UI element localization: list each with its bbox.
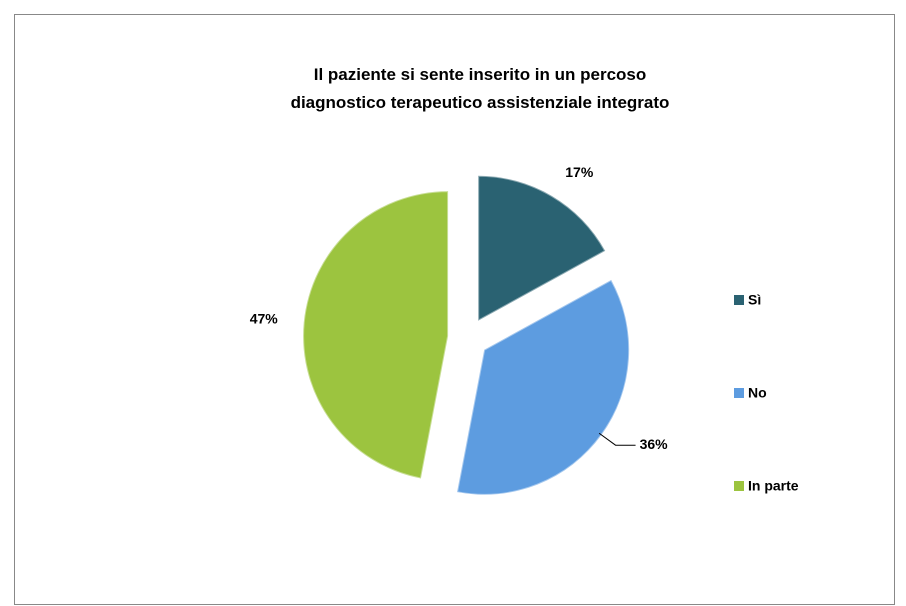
pie-slice (302, 190, 450, 480)
legend-swatch (734, 388, 744, 398)
pie-slice (477, 174, 607, 323)
legend-label: No (748, 385, 767, 401)
data-label: 47% (250, 311, 279, 327)
data-label: 36% (640, 436, 669, 452)
leader-line (598, 432, 636, 446)
legend-label: Sì (748, 292, 761, 308)
data-label: 17% (565, 164, 594, 180)
legend-swatch (734, 295, 744, 305)
legend-swatch (734, 481, 744, 491)
chart-frame (14, 14, 895, 605)
legend-label: In parte (748, 478, 799, 494)
chart-title: Il paziente si sente inserito in un perc… (291, 65, 670, 112)
